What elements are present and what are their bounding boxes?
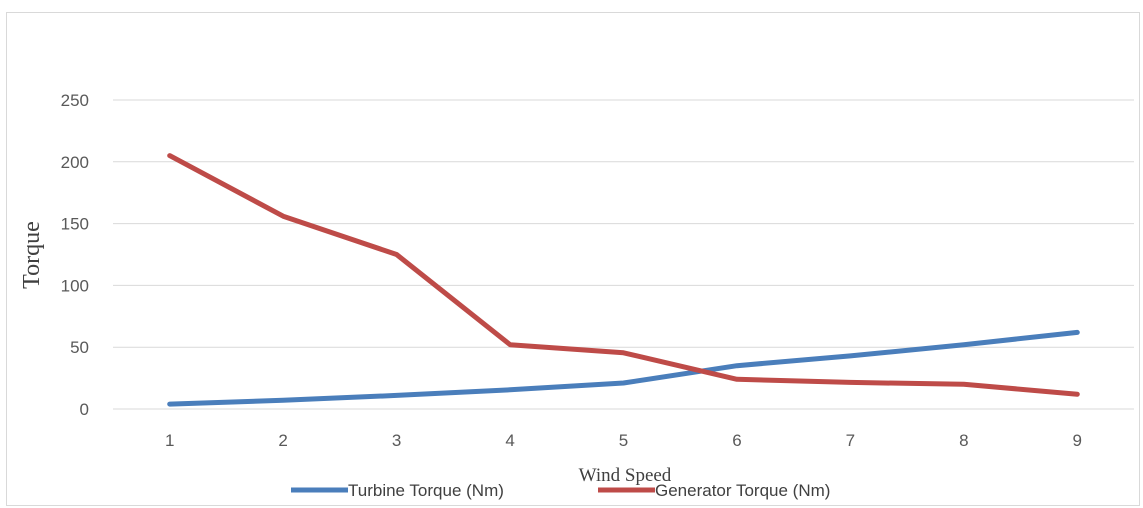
x-tick-label: 5 [619,431,628,450]
y-tick-label: 0 [80,400,89,419]
y-axis-ticks: 0 50 100 150 200 250 [61,91,89,419]
x-tick-label: 9 [1073,431,1082,450]
y-tick-label: 200 [61,153,89,172]
series-lines [167,153,1080,407]
x-tick-label: 6 [732,431,741,450]
legend-label-turbine: Turbine Torque (Nm) [348,481,504,500]
series-line-1 [167,153,1080,397]
series-line-0 [167,329,1080,407]
legend: Turbine Torque (Nm) Generator Torque (Nm… [291,481,830,500]
legend-label-generator: Generator Torque (Nm) [655,481,830,500]
x-tick-label: 2 [278,431,287,450]
x-tick-label: 1 [165,431,174,450]
x-tick-label: 8 [959,431,968,450]
x-tick-label: 3 [392,431,401,450]
x-axis-ticks: 1 2 3 4 5 6 7 8 9 [165,431,1082,450]
y-tick-label: 100 [61,276,89,295]
y-tick-label: 250 [61,91,89,110]
x-tick-label: 7 [846,431,855,450]
x-tick-label: 4 [505,431,514,450]
gridlines [113,99,1134,410]
y-tick-label: 150 [61,215,89,234]
chart-frame [6,12,1140,506]
y-tick-label: 50 [70,338,89,357]
x-axis-title: Wind Speed [579,465,672,486]
y-axis-title: Torque [19,221,45,289]
